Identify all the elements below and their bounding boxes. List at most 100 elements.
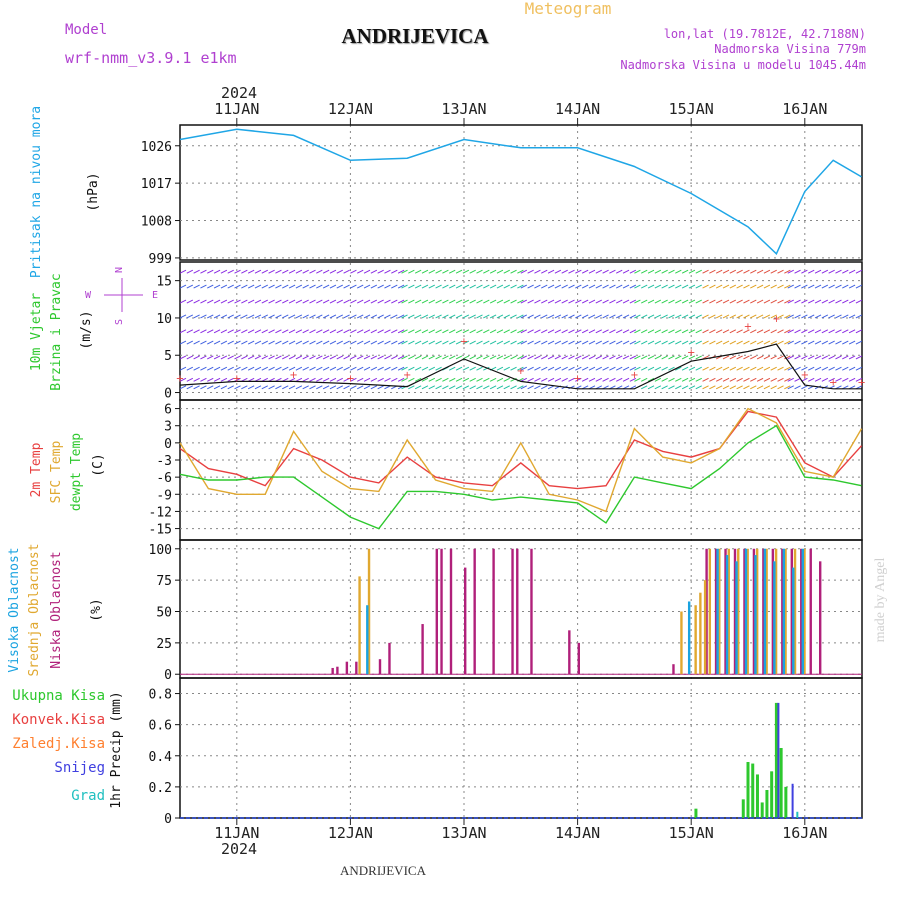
wind-barb [261, 366, 269, 371]
wind-barb [421, 366, 429, 371]
wind-barb [356, 314, 364, 319]
elevation-label: Nadmorska Visina 779m [714, 42, 866, 56]
wind-barb [561, 299, 568, 304]
wind-barb [510, 269, 517, 274]
mid-cloud-ylabel: Srednja Oblacnost [27, 543, 42, 676]
cloud-ytick-label: 0 [164, 668, 172, 683]
wind-barb [568, 284, 575, 289]
wind-barb [309, 377, 316, 382]
temp-ylabel: 2m Temp [29, 442, 44, 497]
temperature-ytick-label: -12 [149, 505, 172, 520]
wind-barb [329, 329, 337, 334]
wind-barb [729, 314, 737, 319]
wind-barb [828, 299, 835, 304]
wind-barb [455, 269, 463, 274]
wind-barb [807, 340, 815, 345]
wind-barb [784, 284, 791, 289]
wind-barb [622, 284, 630, 289]
wind-barb [668, 284, 675, 289]
wind-barb [186, 284, 194, 289]
wind-barb [688, 284, 696, 289]
wind-barb [842, 340, 849, 345]
wind-barb [848, 284, 856, 289]
wind-barb [275, 355, 282, 360]
wind-barb [469, 366, 476, 371]
wind-barb [397, 366, 405, 371]
wind-barb [462, 269, 470, 274]
wind-barb [654, 269, 662, 274]
wind-barb [282, 355, 289, 360]
wind-barb [408, 269, 415, 274]
wind-barb [688, 377, 696, 382]
wind-barb [527, 377, 534, 382]
wind-barb [435, 385, 442, 390]
wind-barb [363, 377, 371, 382]
wind-barb [729, 377, 737, 382]
cloud-frame [179, 539, 863, 679]
wind-ytick-label: 0 [164, 387, 172, 402]
wind-barb [302, 329, 309, 334]
wind-barb [575, 377, 582, 382]
wind-barb [241, 366, 248, 371]
wind-barb [640, 340, 648, 345]
wind-barb [282, 340, 289, 345]
wind-barb [634, 299, 641, 304]
wind-barb [842, 314, 849, 319]
wind-barb [581, 377, 589, 382]
wind-barb [541, 377, 548, 382]
wind-barb [254, 385, 262, 390]
wind-barb [554, 314, 562, 319]
wind-barb [496, 284, 504, 289]
wind-barb [363, 314, 371, 319]
wind-barb [476, 314, 483, 319]
wind-barb [729, 385, 737, 390]
wind-barb [801, 284, 808, 289]
wind-barb [391, 314, 398, 319]
wind-barb [547, 377, 555, 382]
wind-barb [743, 377, 750, 382]
wind-barb [510, 385, 517, 390]
wind-barb [316, 340, 323, 345]
wind-barb [814, 340, 822, 345]
wind-barb [227, 340, 234, 345]
day-label-bottom: 11JAN [214, 824, 259, 842]
wind-barb [316, 299, 323, 304]
wind-barb [401, 314, 408, 319]
lonlat-label: lon,lat (19.7812E, 42.7188N) [664, 27, 866, 41]
gust-marker: + [517, 366, 525, 377]
wind-barb [595, 269, 602, 274]
wind-barb [261, 385, 269, 390]
wind-barb [483, 377, 490, 382]
wind-barb [227, 329, 234, 334]
wind-barb [414, 299, 422, 304]
wind-barb [541, 340, 548, 345]
wind-barb [634, 329, 641, 334]
wind-barb [640, 366, 648, 371]
wind-barb [282, 329, 289, 334]
low-cloud-bar [473, 548, 476, 675]
wind-barb [483, 366, 490, 371]
wind-barb [421, 377, 429, 382]
wind-barb [702, 366, 709, 371]
wind-barb [391, 377, 398, 382]
year-label-bottom: 2024 [221, 840, 257, 858]
low-cloud-bar [800, 548, 803, 675]
wind-barb [634, 355, 641, 360]
wind-barb [595, 299, 602, 304]
wind-barb [784, 329, 791, 334]
wind-barb [227, 355, 234, 360]
wind-barb [469, 329, 476, 334]
wind-barb [675, 377, 682, 382]
wind-barb [322, 329, 330, 334]
wind-barb [534, 385, 541, 390]
wind-barb [609, 329, 616, 334]
wind-barb [350, 314, 357, 319]
wind-barb [640, 355, 648, 360]
wind-barb [736, 284, 743, 289]
temp-unit: (C) [91, 453, 106, 476]
wind-barb [517, 299, 524, 304]
wind-barb [496, 366, 504, 371]
wind-barb [787, 385, 794, 390]
wind-barb [179, 269, 187, 274]
wind-barb [469, 314, 476, 319]
